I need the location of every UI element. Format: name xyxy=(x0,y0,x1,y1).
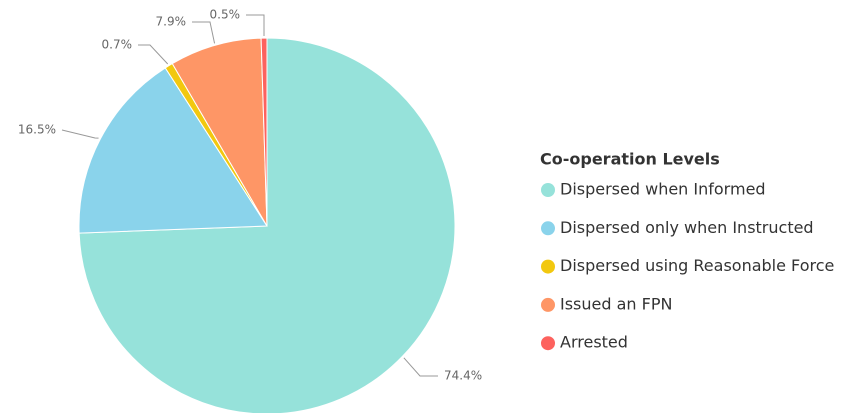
leader-line xyxy=(246,14,265,37)
legend-label: Arrested xyxy=(560,333,628,352)
pie-slice xyxy=(78,67,268,234)
value-label: 16.5% xyxy=(18,123,56,137)
legend-marker xyxy=(541,336,555,351)
value-label: 7.9% xyxy=(156,15,187,29)
leader-line xyxy=(192,21,216,44)
value-label: 0.7% xyxy=(102,38,133,52)
legend-marker xyxy=(541,259,555,274)
value-label: 0.5% xyxy=(210,8,241,22)
legend-label: Issued an FPN xyxy=(560,294,672,313)
pie-slice xyxy=(260,37,268,227)
legend-marker xyxy=(541,297,555,312)
legend-label: Dispersed using Reasonable Force xyxy=(560,256,834,275)
legend-marker xyxy=(541,183,555,197)
leader-line xyxy=(138,44,169,65)
leader-line xyxy=(403,357,438,377)
value-label: 74.4% xyxy=(444,369,482,383)
pie-slice xyxy=(171,37,268,227)
legend-title: Co-operation Levels xyxy=(540,150,720,169)
legend-marker xyxy=(541,221,555,236)
legend-label: Dispersed only when Instructed xyxy=(560,218,814,237)
leader-line xyxy=(61,129,99,139)
legend-label: Dispersed when Informed xyxy=(560,180,766,199)
